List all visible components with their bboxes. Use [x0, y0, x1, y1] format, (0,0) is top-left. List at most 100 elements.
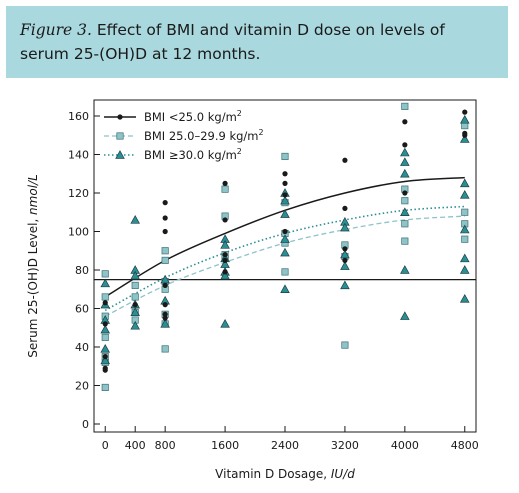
y-tick-label: 0	[82, 418, 89, 431]
data-point-series-2	[401, 197, 409, 205]
data-point-series-3	[459, 190, 470, 199]
data-point-series-2	[461, 208, 469, 216]
y-tick-label: 120	[68, 187, 89, 200]
x-tick-label: 3200	[331, 439, 359, 452]
y-tick-label: 40	[75, 341, 89, 354]
legend-label-series-3: BMI ≥30.0 kg/m2	[144, 147, 242, 162]
data-point-series-2	[221, 185, 229, 193]
data-point-series-3	[340, 261, 350, 270]
data-point-series-1	[102, 354, 108, 360]
data-point-series-2	[281, 152, 289, 160]
y-tick-label: 100	[68, 226, 89, 239]
data-point-series-2	[401, 220, 409, 228]
data-point-series-1	[342, 205, 348, 211]
data-point-series-3	[459, 224, 470, 234]
data-point-series-3	[459, 253, 470, 263]
data-point-series-1	[342, 257, 348, 263]
y-tick-label: 60	[75, 303, 89, 316]
data-point-series-1	[132, 302, 138, 308]
data-point-series-3	[100, 278, 111, 288]
data-point-series-2	[161, 247, 169, 255]
data-point-series-3	[400, 311, 410, 320]
data-point-series-2	[101, 333, 109, 341]
data-point-series-3	[459, 114, 470, 124]
x-tick-label: 0	[102, 439, 109, 452]
data-point-series-1	[282, 171, 288, 177]
data-point-series-3	[280, 209, 290, 218]
data-point-series-1	[462, 109, 468, 115]
legend-marker-series-3	[115, 150, 125, 159]
data-point-series-3	[459, 265, 470, 274]
x-tick-label: 800	[155, 439, 176, 452]
y-tick-label: 160	[68, 110, 89, 123]
data-point-series-3	[130, 270, 140, 280]
data-point-series-3	[459, 293, 470, 303]
legend-label-series-2: BMI 25.0–29.9 kg/m2	[144, 128, 264, 143]
data-point-series-3	[459, 134, 470, 143]
legend-label-series-1: BMI <25.0 kg/m2	[144, 109, 242, 124]
data-point-series-2	[131, 281, 139, 289]
data-point-series-1	[102, 321, 108, 327]
data-point-series-2	[101, 293, 109, 301]
data-point-series-3	[280, 234, 290, 243]
data-point-series-3	[400, 168, 410, 178]
caption-text: Effect of BMI and vitamin D dose on leve…	[20, 21, 445, 63]
data-point-series-3	[400, 207, 410, 216]
data-point-series-3	[220, 240, 230, 249]
data-point-series-1	[462, 132, 468, 138]
fit-line-series-3	[104, 205, 465, 312]
data-point-series-1	[402, 119, 408, 125]
data-point-series-1	[162, 302, 168, 308]
data-point-series-1	[342, 157, 348, 163]
data-point-series-3	[130, 307, 140, 317]
data-point-series-1	[402, 190, 408, 196]
axis-titles: Vitamin D Dosage, IU/d Serum 25-(OH)D Lev…	[26, 174, 355, 481]
data-point-series-3	[100, 344, 111, 353]
legend: BMI <25.0 kg/m2 BMI 25.0–29.9 kg/m2 BMI ≥3…	[104, 109, 264, 162]
x-tick-label: 4800	[451, 439, 479, 452]
data-point-series-1	[162, 200, 168, 206]
legend-marker-series-1	[117, 114, 123, 120]
data-point-series-1	[222, 180, 228, 186]
data-point-series-3	[459, 178, 470, 188]
x-tick-label: 1600	[211, 439, 239, 452]
data-point-series-3	[130, 215, 140, 224]
data-point-series-1	[342, 246, 348, 252]
data-point-series-3	[280, 195, 290, 205]
data-point-series-1	[162, 311, 168, 317]
data-point-series-2	[101, 383, 109, 391]
data-point-series-1	[222, 252, 228, 258]
figure-caption: Figure 3. Effect of BMI and vitamin D do…	[6, 6, 508, 78]
data-point-series-2	[461, 235, 469, 243]
data-point-series-1	[222, 217, 228, 223]
data-point-series-1	[222, 257, 228, 263]
data-point-series-3	[340, 280, 350, 290]
figure-label: Figure 3.	[20, 21, 92, 39]
data-point-series-2	[401, 102, 409, 110]
x-tick-label: 400	[125, 439, 146, 452]
data-point-series-2	[161, 345, 169, 353]
data-point-series-1	[102, 367, 108, 373]
y-tick-label: 20	[75, 380, 89, 393]
x-tick-label: 4000	[391, 439, 419, 452]
data-point-series-2	[341, 341, 349, 349]
x-tick-label: 2400	[271, 439, 299, 452]
data-points	[100, 102, 470, 391]
data-point-series-2	[131, 293, 139, 301]
data-point-series-3	[100, 324, 111, 334]
data-point-series-3	[220, 318, 230, 328]
data-point-series-3	[160, 318, 170, 328]
data-point-series-3	[130, 320, 140, 330]
data-point-series-3	[280, 284, 290, 293]
data-point-series-2	[281, 268, 289, 276]
data-point-series-1	[162, 228, 168, 235]
x-axis-title: Vitamin D Dosage, IU/d	[215, 467, 355, 481]
data-point-series-1	[162, 282, 168, 288]
data-point-series-3	[400, 265, 410, 274]
data-point-series-3	[100, 355, 111, 365]
data-point-series-3	[280, 247, 290, 257]
data-point-series-1	[282, 180, 288, 186]
y-tick-label: 140	[68, 149, 89, 162]
